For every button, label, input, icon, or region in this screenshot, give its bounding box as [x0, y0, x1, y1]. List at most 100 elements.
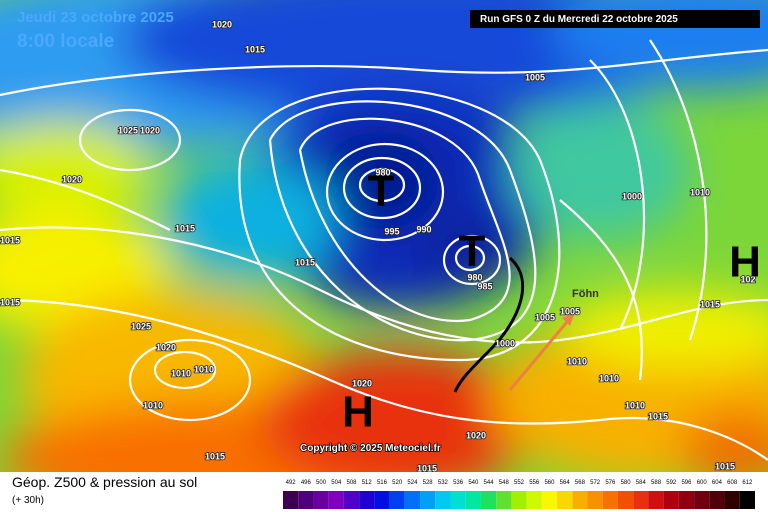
colorbar-label: 588 — [651, 480, 662, 486]
colorbar-swatch — [313, 491, 329, 509]
colorbar-swatch — [283, 491, 299, 509]
isobar-label: 1010 — [143, 400, 163, 410]
isobar-label: 1010 — [690, 187, 710, 197]
colorbar-label: 572 — [590, 480, 601, 486]
colorbar-label: 516 — [377, 480, 388, 486]
colorbar-label: 576 — [605, 480, 616, 486]
run-info: Run GFS 0 Z du Mercredi 22 octobre 2025 — [480, 14, 678, 25]
colorbar-swatch — [739, 491, 755, 509]
isobar-label: 1015 — [175, 223, 195, 233]
isobars — [0, 39, 768, 461]
isobar-label: 1020 — [352, 378, 372, 388]
isobar-label: 1010 — [194, 364, 214, 374]
colorbar-label: 612 — [742, 480, 753, 486]
isobar-label: 1005 — [525, 72, 545, 82]
colorbar-swatch — [633, 491, 649, 509]
pressure-center: H — [729, 238, 761, 287]
colorbar-label: 552 — [514, 480, 525, 486]
colorbar-swatch — [465, 491, 481, 509]
isobar-label: 1010 — [599, 373, 619, 383]
colorbar-label: 496 — [301, 480, 312, 486]
colorbar-label: 544 — [484, 480, 495, 486]
colorbar-label: 500 — [316, 480, 327, 486]
isobar-label: 1020 — [156, 342, 176, 352]
colorbar-label: 556 — [529, 480, 540, 486]
isobar-label: 1010 — [171, 368, 191, 378]
pressure-center: T — [368, 167, 395, 216]
colorbar-swatch — [389, 491, 405, 509]
annotation: Föhn — [572, 288, 599, 300]
isobar-label: 1015 — [0, 235, 20, 245]
colorbar-label: 528 — [423, 480, 434, 486]
colorbar-swatch — [359, 491, 375, 509]
isobar-label: 980 — [467, 272, 482, 282]
isobar-label: 985 — [477, 281, 492, 291]
colorbar-swatch — [663, 491, 679, 509]
colorbar-label: 540 — [468, 480, 479, 486]
colorbar-label: 560 — [544, 480, 555, 486]
isobar-label: 1015 — [245, 44, 265, 54]
colorbar-swatch — [496, 491, 512, 509]
isobar-label: 1015 — [205, 451, 225, 461]
isobar-label: 1010 — [625, 400, 645, 410]
colorbar-label: 524 — [407, 480, 418, 486]
pressure-center: T — [459, 227, 486, 276]
colorbar-swatch — [420, 491, 436, 509]
isobar-label: 1015 — [295, 257, 315, 267]
isobar-label: 1005 — [535, 312, 555, 322]
colorbar-swatch — [526, 491, 542, 509]
isobar-label: 995 — [384, 226, 399, 236]
colorbar-label: 580 — [621, 480, 632, 486]
isobar-label: 1000 — [622, 191, 642, 201]
footer-title: Géop. Z500 & pression au sol — [12, 474, 197, 490]
colorbar-label: 504 — [331, 480, 342, 486]
isobar-label: 1015 — [700, 299, 720, 309]
isobar-label: 1025 — [131, 321, 151, 331]
colorbar-swatch — [480, 491, 497, 509]
isobar-label: 1020 — [62, 174, 82, 184]
colorbar-swatch — [450, 491, 466, 509]
colorbar-label: 604 — [712, 480, 723, 486]
colorbar-swatch — [557, 491, 573, 509]
colorbar-label: 564 — [560, 480, 571, 486]
colorbar-label: 548 — [499, 480, 510, 486]
colorbar-label: 584 — [636, 480, 647, 486]
colorbar-swatch — [541, 491, 558, 509]
colorbar-label: 568 — [575, 480, 586, 486]
isobar-label: 1020 — [140, 125, 160, 135]
isobar-label: 1000 — [495, 338, 515, 348]
colorbar-label: 512 — [362, 480, 373, 486]
colorbar-swatch — [648, 491, 664, 509]
colorbar-swatch — [724, 491, 740, 509]
colorbar-swatch — [374, 491, 390, 509]
colorbar-swatch — [602, 491, 618, 509]
colorbar-swatch — [587, 491, 603, 509]
isobar-label: 102 — [740, 274, 755, 284]
isobar-label: 1015 — [0, 297, 20, 307]
colorbar-swatch — [709, 491, 725, 509]
colorbar-label: 592 — [666, 480, 677, 486]
colorbar-label: 536 — [453, 480, 464, 486]
labels: 1020 1015 1005 1025 1020 1020 1015 1015 1015 1015… — [0, 19, 761, 473]
isobar-label: 1005 — [560, 306, 580, 316]
isobar-label: 1015 — [648, 411, 668, 421]
colorbar-swatch — [328, 491, 344, 509]
colorbar-swatch — [298, 491, 314, 509]
isobar-label: 1015 — [715, 461, 735, 471]
isobar-label: 1015 — [417, 463, 437, 473]
colorbar-label: 532 — [438, 480, 449, 486]
colorbar-swatch — [617, 491, 634, 509]
colorbar-label: 508 — [347, 480, 358, 486]
colorbar-swatch — [572, 491, 588, 509]
colorbar-swatch — [435, 491, 451, 509]
colorbar-swatch — [343, 491, 360, 509]
colorbar-swatch — [404, 491, 421, 509]
colorbar-label: 596 — [681, 480, 692, 486]
colorbar-label: 600 — [697, 480, 708, 486]
colorbar-swatch — [678, 491, 695, 509]
isobar-label: 1020 — [466, 430, 486, 440]
pressure-center: H — [342, 388, 374, 437]
colorbar-swatch — [694, 491, 710, 509]
